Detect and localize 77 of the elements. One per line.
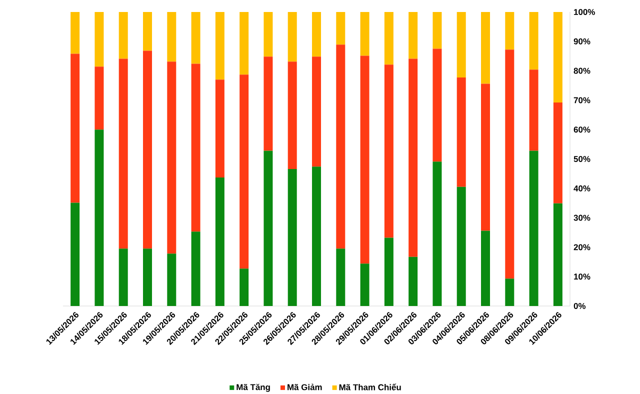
bar <box>553 203 562 306</box>
bar <box>360 264 370 306</box>
bar <box>505 50 514 279</box>
y-tick-label: 20% <box>574 244 590 250</box>
bar <box>336 44 346 249</box>
bar <box>70 12 80 54</box>
bar <box>481 84 490 231</box>
y-tick-label: 50% <box>574 156 590 162</box>
bar <box>505 12 514 50</box>
bar <box>191 12 200 64</box>
bar <box>264 12 273 57</box>
bar <box>240 12 249 75</box>
bar <box>191 232 200 306</box>
bar <box>191 64 200 232</box>
bar <box>288 62 297 169</box>
bar <box>288 12 297 62</box>
bar <box>118 12 128 59</box>
bar <box>553 102 562 204</box>
bar <box>408 58 418 257</box>
bar <box>529 12 538 70</box>
bar <box>312 166 322 306</box>
bar <box>118 248 128 306</box>
y-tick-label: 30% <box>574 214 590 221</box>
bar <box>94 66 104 130</box>
bar <box>143 248 152 306</box>
bar <box>336 248 346 306</box>
y-tick-label: 100% <box>574 9 595 15</box>
bar <box>215 12 224 80</box>
legend-label: Mã Tăng <box>236 384 270 392</box>
bar <box>360 56 370 264</box>
bar <box>384 64 394 238</box>
bar <box>240 74 249 269</box>
y-tick-label: 40% <box>574 185 590 192</box>
bar <box>94 130 104 306</box>
bar <box>456 186 466 306</box>
bar <box>143 50 152 249</box>
bar <box>432 48 442 162</box>
y-tick-label: 70% <box>574 97 590 104</box>
bar <box>288 168 297 306</box>
y-tick-label: 80% <box>574 68 590 74</box>
legend-label: Mã Giảm <box>288 384 322 390</box>
bar <box>70 54 80 203</box>
bar <box>240 268 249 306</box>
bar <box>456 78 466 187</box>
y-tick-label: 90% <box>574 38 590 44</box>
bar <box>70 202 80 306</box>
legend-label: Mã Tham Chiếu <box>339 384 401 390</box>
bar <box>336 12 346 45</box>
bar <box>94 12 104 67</box>
bar <box>167 254 176 306</box>
bar <box>481 12 490 84</box>
bar <box>456 12 466 78</box>
bar <box>264 150 273 306</box>
bar <box>118 58 128 249</box>
bar <box>384 12 394 65</box>
bar <box>215 80 224 178</box>
bar <box>481 230 490 306</box>
bar <box>505 278 514 306</box>
bar <box>360 12 370 56</box>
bar <box>529 70 538 151</box>
bar <box>143 12 152 51</box>
bar <box>553 12 562 103</box>
bar <box>384 238 394 306</box>
y-tick-label: 10% <box>574 274 590 280</box>
bar <box>432 12 442 49</box>
bar <box>312 56 322 167</box>
bar <box>529 150 538 306</box>
y-tick-label: 60% <box>574 126 590 133</box>
bar <box>264 56 273 151</box>
bar <box>408 256 418 306</box>
bar <box>167 12 176 62</box>
y-tick-label: 0% <box>574 303 586 309</box>
bar <box>408 12 418 59</box>
bar <box>167 62 176 254</box>
bar <box>312 12 322 57</box>
bar <box>432 162 442 306</box>
bar <box>215 178 224 306</box>
